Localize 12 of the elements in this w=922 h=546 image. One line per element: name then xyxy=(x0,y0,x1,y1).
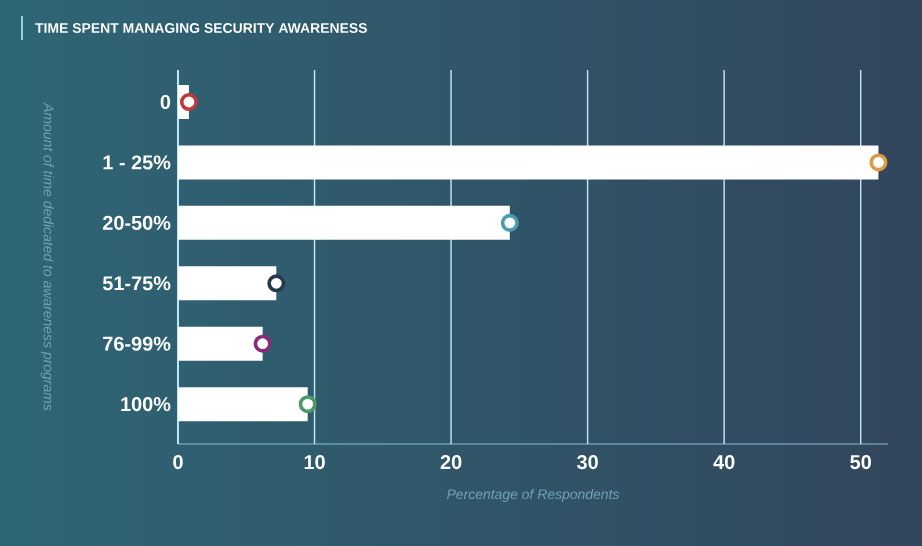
x-tick-label: 20 xyxy=(440,455,462,470)
x-tick-label: 30 xyxy=(577,455,598,470)
x-tick-label: 50 xyxy=(850,455,871,470)
y-tick-label: 76-99% xyxy=(103,336,171,351)
y-tick-label: 51-75% xyxy=(102,276,171,291)
x-tick-label: 0 xyxy=(173,455,183,470)
y-tick-label: 1 - 25% xyxy=(103,155,171,170)
x-tick-label: 10 xyxy=(304,455,325,470)
y-tick-label: 100% xyxy=(121,397,171,412)
y-tick-label: 0 xyxy=(160,94,171,110)
y-tick-label: 20-50% xyxy=(102,215,171,230)
x-tick-label: 40 xyxy=(713,455,735,470)
